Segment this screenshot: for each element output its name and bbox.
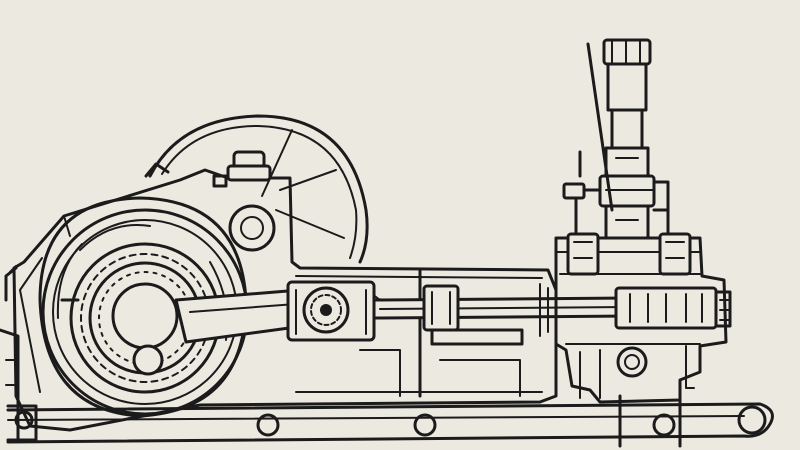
skid-left-bolts [5,359,15,386]
rod-guide-bar [430,328,524,346]
connecting-rod-body [174,288,306,344]
skid-hole [652,413,676,437]
crosshead-pin-center [320,304,332,316]
valve-body-upper [604,146,650,178]
fluid-end-outline [554,236,728,404]
flywheel-hub [228,204,276,252]
frame-web-lines [359,349,521,397]
dampener-body [606,62,648,112]
liner-housing-segments [629,293,703,323]
fluid-end [554,232,732,448]
drain-pipe [685,345,695,389]
skid-rail-outline [6,402,774,444]
crankshaft-hub [111,282,179,350]
fluid-end-legs [618,394,682,448]
suction-manifold-lines [579,349,601,399]
skid-left-upright [0,328,20,442]
relief-rod [586,42,614,212]
skid-hole [256,413,280,437]
rod-coupling [422,284,460,332]
skid-hole [413,413,437,437]
connecting-rod [174,288,306,344]
valve-cap-left [566,232,600,276]
flywheel-rim-inner [161,125,358,259]
stuffing-box-lines [539,283,549,337]
breather-cap [212,150,272,188]
crank-pin [132,344,164,376]
valve-cap-right [658,232,692,276]
fluid-end-flange-bolts [719,299,729,321]
discharge-port-bore [624,354,640,370]
valve-body-seams [605,157,655,221]
frame-left-flange [19,215,71,393]
crosshead-pin-outer [302,286,350,334]
valve-body-lower [604,204,650,240]
flywheel-spokes [261,129,345,239]
dampener-cap-bolts [611,39,641,65]
breather-cap-base [226,164,272,182]
connecting-rod-centerline [189,303,297,313]
valve-stack [562,38,670,240]
piston-rod-centerline [379,306,629,310]
flywheel-hub-bore [240,216,264,240]
rod-coupling-bolts [431,291,451,325]
crosshead [286,280,376,342]
valve-cap-studs [573,241,685,259]
flywheel [144,114,369,264]
flywheel-rim-outer [148,114,369,264]
discharge-port [616,346,648,378]
crosshead-pin-teeth [310,294,342,326]
fluid-end-flange [714,290,732,328]
crosshead-shoes [295,289,367,335]
frame-top-boss [212,174,228,188]
frame-left-lug-detail [9,265,17,273]
piston-rod-assembly [372,283,634,346]
valve-side-pipe [652,180,670,234]
relief-valve-handle [562,182,586,200]
frame-outline [12,168,558,432]
power-frame [4,168,558,432]
skid-end-boss [737,405,767,435]
flywheel-guard-lug [144,162,170,178]
dampener-neck [610,108,644,152]
